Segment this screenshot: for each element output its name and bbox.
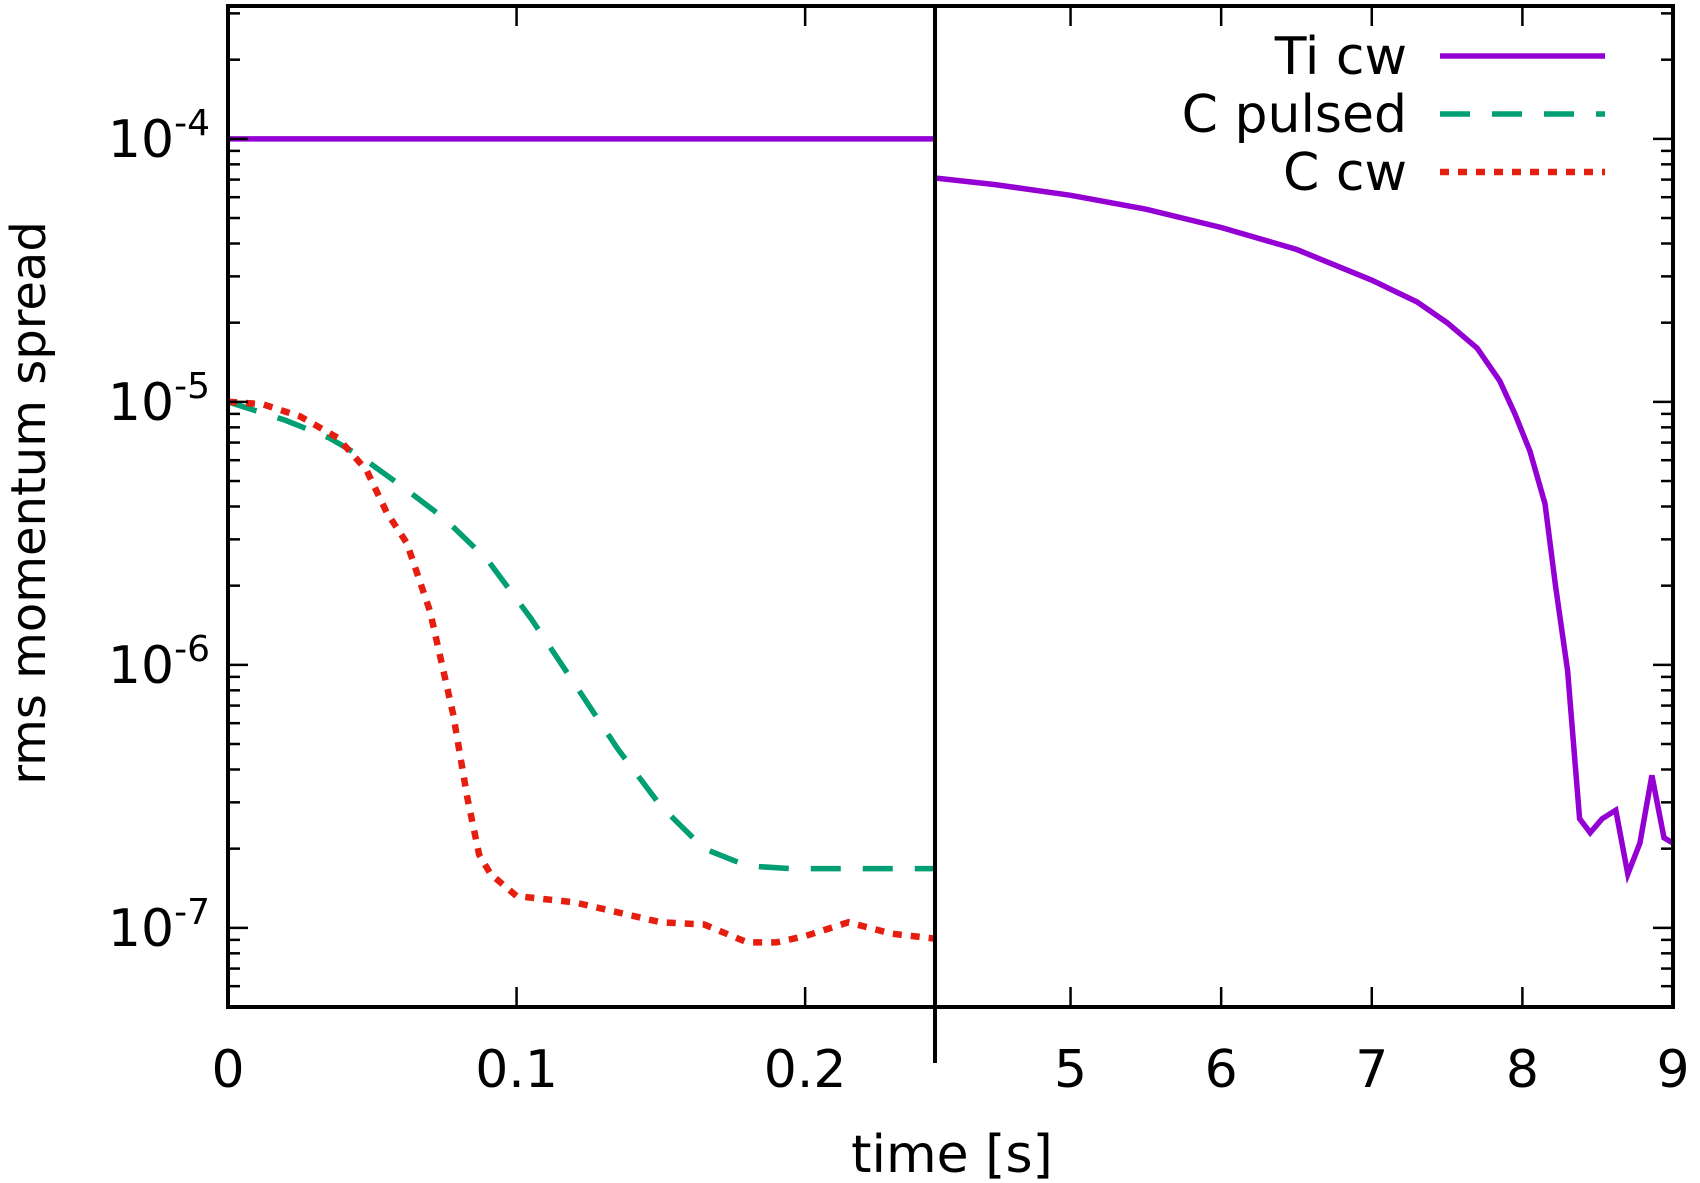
plot-frame: [226, 4, 1675, 1063]
x-axis-title: time [s]: [851, 1125, 1053, 1183]
y-axis-title: rms momentum spread: [1, 221, 57, 785]
series-c-pulsed-left: [228, 399, 935, 872]
series-ti-cw-right: [935, 175, 1673, 885]
x-tick-label: 9: [1656, 1040, 1689, 1100]
x-tick-label: 0.2: [764, 1040, 847, 1100]
plot-border: [226, 4, 1675, 1009]
y-tick-label: 10-4: [108, 103, 210, 170]
y-tick-label: 10-7: [108, 892, 210, 959]
x-tick-label: 8: [1506, 1040, 1539, 1100]
legend-label-c-cw: C cw: [1283, 143, 1407, 203]
y-tick-label: 10-6: [108, 629, 210, 696]
x-tick-label: 5: [1054, 1040, 1087, 1100]
x-tick-label: 7: [1355, 1040, 1388, 1100]
x-tick-labels: 0 0.1 0.2 5 6 7 8 9: [211, 1040, 1689, 1100]
y-tick-label: 10-5: [108, 366, 210, 433]
x-tick-label: 0: [211, 1040, 244, 1100]
legend-label-ti-cw: Ti cw: [1274, 27, 1407, 87]
legend-label-c-pulsed: C pulsed: [1182, 85, 1407, 145]
tick-marks: [226, 6, 1675, 1009]
x-tick-label: 6: [1205, 1040, 1238, 1100]
series-c-cw-left: [228, 398, 935, 946]
series-layer: [228, 136, 1673, 946]
y-tick-labels: 10-4 10-5 10-6 10-7: [108, 103, 210, 959]
x-tick-label: 0.1: [475, 1040, 558, 1100]
